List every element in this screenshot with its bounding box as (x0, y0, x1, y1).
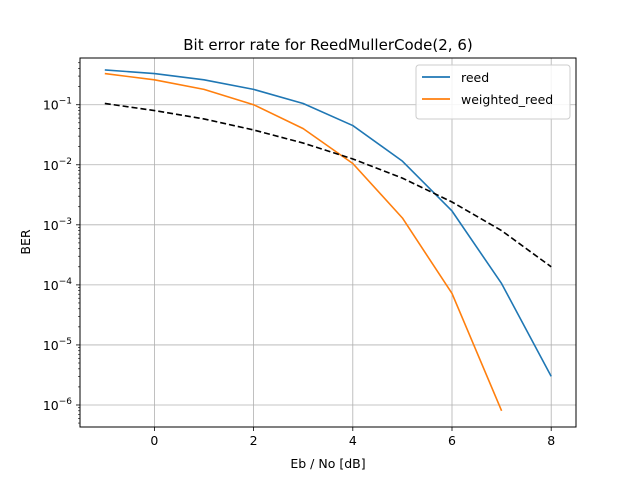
y-tick-label: 10−3 (43, 217, 72, 233)
y-axis-label: BER (18, 229, 33, 254)
y-tick-label: 10−4 (43, 277, 72, 293)
series-line-reed (104, 69, 552, 377)
y-tick-label: 10−1 (43, 97, 72, 113)
x-tick-label: 6 (448, 433, 456, 448)
x-tick-label: 8 (547, 433, 555, 448)
series-line-weighted_reed (104, 72, 503, 412)
legend-box (415, 64, 571, 120)
chart-title: Bit error rate for ReedMullerCode(2, 6) (183, 36, 472, 54)
y-tick-label: 10−6 (43, 397, 72, 413)
legend: reed weighted_reed (415, 64, 571, 120)
y-tick-label: 10−5 (43, 337, 72, 353)
x-tick-label: 4 (349, 433, 357, 448)
legend-label: reed (461, 70, 489, 85)
ticks: 0 2 4 6 8 10−6 10−5 10−4 10−3 10−2 10−1 (43, 62, 555, 448)
legend-label: weighted_reed (461, 92, 553, 107)
x-tick-label: 2 (250, 433, 258, 448)
series-lines (104, 69, 552, 412)
series-line-dashed (104, 102, 552, 268)
plot-frame (79, 57, 577, 428)
y-tick-label: 10−2 (43, 157, 72, 173)
x-axis-label: Eb / No [dB] (290, 456, 365, 471)
grid (80, 58, 576, 427)
x-tick-label: 0 (150, 433, 158, 448)
